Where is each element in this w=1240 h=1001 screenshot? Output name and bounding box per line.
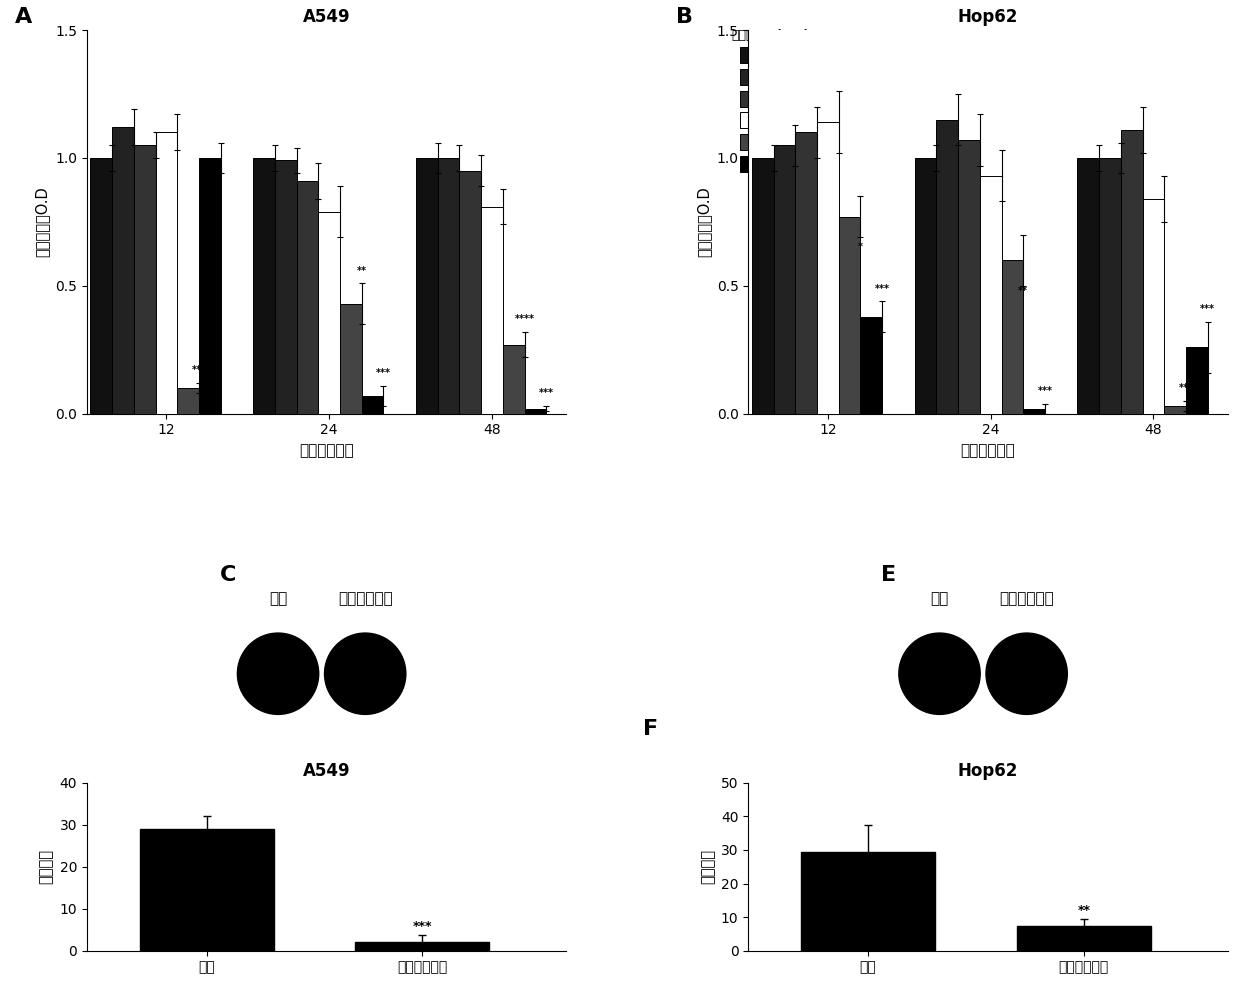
Bar: [362, 395, 383, 413]
Text: A: A: [15, 7, 32, 27]
Bar: [140, 829, 274, 951]
Text: C: C: [219, 566, 237, 586]
Bar: [838, 217, 861, 413]
Text: ***: ***: [1178, 383, 1193, 393]
Bar: [134, 145, 155, 413]
Text: ***: ***: [538, 388, 554, 398]
Bar: [525, 408, 547, 413]
Bar: [861, 316, 882, 413]
Bar: [91, 158, 112, 413]
Bar: [817, 122, 838, 413]
Bar: [1017, 926, 1151, 951]
Bar: [774, 145, 795, 413]
Text: 蝠蝠葡苏林硨: 蝠蝠葡苏林硨: [999, 591, 1054, 606]
Text: ***: ***: [191, 365, 206, 375]
Bar: [1002, 260, 1023, 413]
Text: ***: ***: [874, 283, 889, 293]
Text: E: E: [882, 566, 897, 586]
Text: ****: ****: [515, 314, 534, 324]
Text: ***: ***: [376, 368, 391, 378]
Y-axis label: 克隆数目: 克隆数目: [38, 849, 53, 884]
Title: A549: A549: [303, 8, 350, 26]
Bar: [459, 171, 481, 413]
Bar: [980, 176, 1002, 413]
Bar: [1121, 130, 1142, 413]
Circle shape: [237, 633, 319, 715]
Bar: [253, 158, 275, 413]
Circle shape: [986, 633, 1068, 715]
Bar: [340, 303, 362, 413]
Bar: [481, 206, 503, 413]
Bar: [1164, 406, 1185, 413]
Bar: [177, 388, 198, 413]
Bar: [1099, 158, 1121, 413]
Bar: [1023, 408, 1045, 413]
Title: Hop62: Hop62: [957, 762, 1018, 780]
Bar: [112, 127, 134, 413]
Bar: [415, 158, 438, 413]
Bar: [801, 852, 935, 951]
Bar: [1185, 347, 1208, 413]
Text: **: **: [357, 265, 367, 275]
Bar: [155, 132, 177, 413]
Bar: [438, 158, 459, 413]
Bar: [1142, 199, 1164, 413]
Text: 参照: 参照: [930, 591, 949, 606]
Text: ***: ***: [1200, 304, 1215, 314]
X-axis label: 时间（小时）: 时间（小时）: [299, 443, 353, 458]
Bar: [198, 158, 221, 413]
Text: ***: ***: [1038, 385, 1053, 395]
Text: **: **: [1018, 286, 1028, 296]
Circle shape: [899, 633, 980, 715]
Bar: [1078, 158, 1099, 413]
Legend: 0, 1.25, 2.5, 5, 10, 20: 0, 1.25, 2.5, 5, 10, 20: [730, 29, 810, 172]
Y-axis label: 克隆数目: 克隆数目: [701, 849, 715, 884]
Bar: [296, 181, 319, 413]
Bar: [275, 160, 296, 413]
Bar: [795, 132, 817, 413]
Text: 蝠蝠葡苏林硨: 蝠蝠葡苏林硨: [337, 591, 393, 606]
Bar: [503, 344, 525, 413]
Circle shape: [325, 633, 405, 715]
Text: 参照: 参照: [269, 591, 288, 606]
Bar: [751, 158, 774, 413]
Text: B: B: [676, 7, 693, 27]
Text: **: **: [1078, 904, 1090, 917]
Bar: [319, 211, 340, 413]
Bar: [959, 140, 980, 413]
Text: *: *: [858, 242, 863, 252]
Text: ***: ***: [413, 920, 432, 933]
Y-axis label: 细胞活性（O.D: 细胞活性（O.D: [696, 186, 711, 257]
Text: F: F: [642, 719, 658, 739]
Bar: [355, 942, 490, 951]
Title: A549: A549: [303, 762, 350, 780]
Bar: [915, 158, 936, 413]
Y-axis label: 细胞活性（O.D: 细胞活性（O.D: [35, 186, 50, 257]
X-axis label: 时间（小时）: 时间（小时）: [961, 443, 1016, 458]
Title: Hop62: Hop62: [957, 8, 1018, 26]
Bar: [936, 119, 959, 413]
